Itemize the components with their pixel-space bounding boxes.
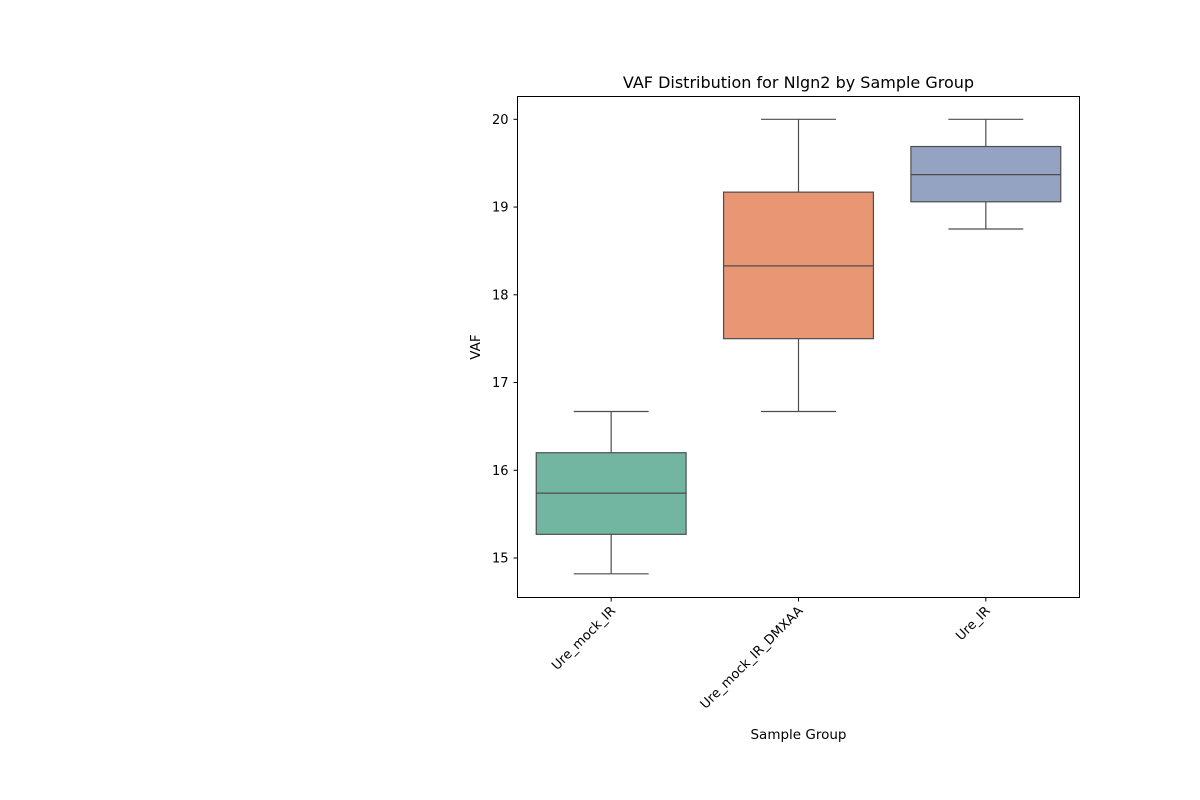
- y-axis: 15 16 17 18 19 20: [492, 113, 518, 567]
- y-tick-label: 15: [492, 552, 509, 567]
- x-axis: Ure_mock_IR Ure_mock_IR_DMXAA Ure_IR: [549, 597, 994, 713]
- y-tick-label: 16: [492, 464, 509, 479]
- y-axis-label: VAF: [468, 334, 484, 359]
- y-tick-label: 19: [492, 201, 509, 216]
- box-group-1: [722, 118, 875, 413]
- x-tick-label: Ure_IR: [953, 604, 993, 644]
- y-tick-label: 17: [492, 376, 509, 391]
- x-axis-label: Sample Group: [750, 727, 846, 743]
- y-tick-label: 18: [492, 288, 509, 303]
- chart-title: VAF Distribution for Nlgn2 by Sample Gro…: [623, 73, 974, 92]
- boxes-layer: [535, 118, 1062, 575]
- box-group-2: [910, 118, 1062, 230]
- x-tick-label: Ure_mock_IR: [549, 604, 619, 674]
- x-tick-label: Ure_mock_IR_DMXAA: [698, 604, 807, 713]
- box-group-0: [535, 410, 687, 575]
- y-tick-label: 20: [492, 113, 509, 128]
